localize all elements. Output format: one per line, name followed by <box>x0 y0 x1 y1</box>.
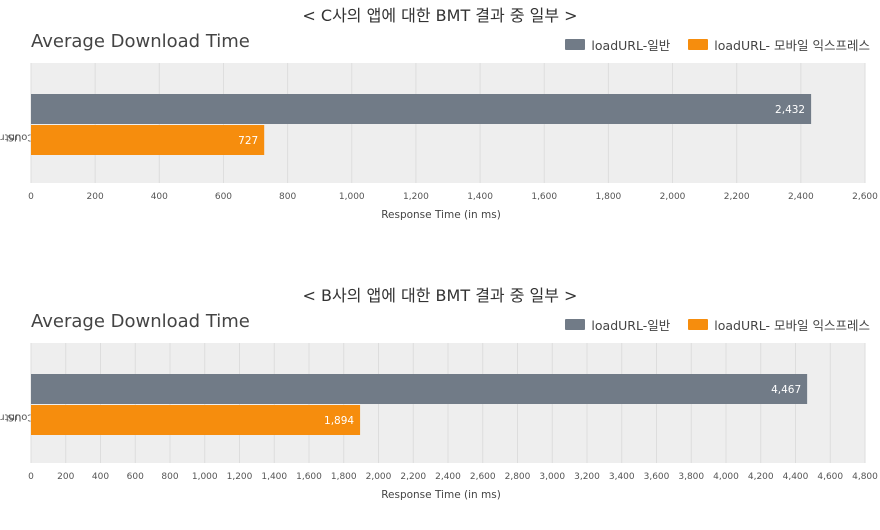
legend-label-general: loadURL-일반 <box>591 318 671 333</box>
legend-swatch-express <box>688 319 709 330</box>
plot-area: 0 200 400 600 800 1,000 1,200 1,400 1,600 1,800 2,… <box>28 343 878 501</box>
x-tick-label: 1,000 <box>339 192 365 202</box>
x-tick-label: 3,000 <box>539 472 565 482</box>
chart-panel-b: < B사의 앱에 대한 BMT 결과 중 일부 > Average Downlo… <box>0 280 880 530</box>
x-tick-label: 1,000 <box>192 472 218 482</box>
x-tick-label: 2,600 <box>470 472 496 482</box>
x-tick-label: 2,000 <box>660 192 686 202</box>
legend-item-express[interactable]: loadURL- 모바일 익스프레스 <box>688 315 870 334</box>
chart-title: Average Download Time <box>31 31 250 52</box>
legend: loadURL-일반 loadURL- 모바일 익스프레스 <box>547 315 870 334</box>
x-tick-label: 400 <box>92 472 109 482</box>
x-tick-label: 0 <box>28 192 34 202</box>
plot-area: 0 200 400 600 800 1,000 1,200 1,400 1,600 1,800 2,… <box>28 63 878 221</box>
x-axis-title: Response Time (in ms) <box>381 489 501 501</box>
x-tick-label: 0 <box>28 472 34 482</box>
x-tick-label: 3,200 <box>574 472 600 482</box>
bar-express <box>31 125 265 155</box>
x-tick-label: 600 <box>215 192 232 202</box>
x-tick-label: 1,400 <box>467 192 493 202</box>
legend-item-general[interactable]: loadURL-일반 <box>565 315 670 334</box>
data-label: 4,467 <box>771 384 801 396</box>
data-label: 1,894 <box>324 415 354 427</box>
x-tick-label: 200 <box>57 472 74 482</box>
x-tick-label: 1,400 <box>261 472 287 482</box>
legend-label-express: loadURL- 모바일 익스프레스 <box>714 318 870 333</box>
x-tick-label: 3,600 <box>644 472 670 482</box>
x-tick-label: 3,800 <box>678 472 704 482</box>
x-tick-label: 1,200 <box>403 192 429 202</box>
x-tick-label: 2,200 <box>724 192 750 202</box>
legend: loadURL-일반 loadURL- 모바일 익스프레스 <box>547 35 870 54</box>
x-tick-label: 800 <box>161 472 178 482</box>
x-tick-label: 600 <box>127 472 144 482</box>
bar-general <box>31 94 812 124</box>
chart-panel-c: < C사의 앱에 대한 BMT 결과 중 일부 > Average Downlo… <box>0 0 880 250</box>
x-tick-label: 1,800 <box>596 192 622 202</box>
x-tick-label: 1,600 <box>296 472 322 482</box>
x-tick-label: 1,200 <box>227 472 253 482</box>
x-tick-label: 4,400 <box>783 472 809 482</box>
x-tick-label: 3,400 <box>609 472 635 482</box>
x-tick-label: 2,800 <box>505 472 531 482</box>
legend-swatch-general <box>565 319 586 330</box>
legend-swatch-express <box>688 39 709 50</box>
x-tick-label: 2,000 <box>366 472 392 482</box>
x-axis-title: Response Time (in ms) <box>381 209 501 221</box>
x-tick-label: 400 <box>151 192 168 202</box>
x-tick-label: 2,400 <box>435 472 461 482</box>
legend-item-general[interactable]: loadURL-일반 <box>565 35 670 54</box>
x-tick-label: 1,600 <box>531 192 557 202</box>
x-tick-label: 800 <box>279 192 296 202</box>
data-label: 727 <box>238 135 258 147</box>
x-tick-label: 4,600 <box>817 472 843 482</box>
x-tick-label: 200 <box>87 192 104 202</box>
section-heading: < B사의 앱에 대한 BMT 결과 중 일부 > <box>302 286 578 305</box>
x-tick-label: 4,000 <box>713 472 739 482</box>
x-tick-label: 2,600 <box>852 192 878 202</box>
chart-title: Average Download Time <box>31 311 250 332</box>
bar-general <box>31 374 808 404</box>
x-tick-label: 1,800 <box>331 472 357 482</box>
x-tick-label: 4,800 <box>852 472 878 482</box>
x-tick-label: 2,200 <box>400 472 426 482</box>
legend-label-general: loadURL-일반 <box>591 38 671 53</box>
bar-express <box>31 405 361 435</box>
legend-swatch-general <box>565 39 586 50</box>
legend-label-express: loadURL- 모바일 익스프레스 <box>714 38 870 53</box>
x-tick-label: 4,200 <box>748 472 774 482</box>
section-heading: < C사의 앱에 대한 BMT 결과 중 일부 > <box>302 6 578 25</box>
data-label: 2,432 <box>775 104 805 116</box>
x-tick-label: 2,400 <box>788 192 814 202</box>
legend-item-express[interactable]: loadURL- 모바일 익스프레스 <box>688 35 870 54</box>
